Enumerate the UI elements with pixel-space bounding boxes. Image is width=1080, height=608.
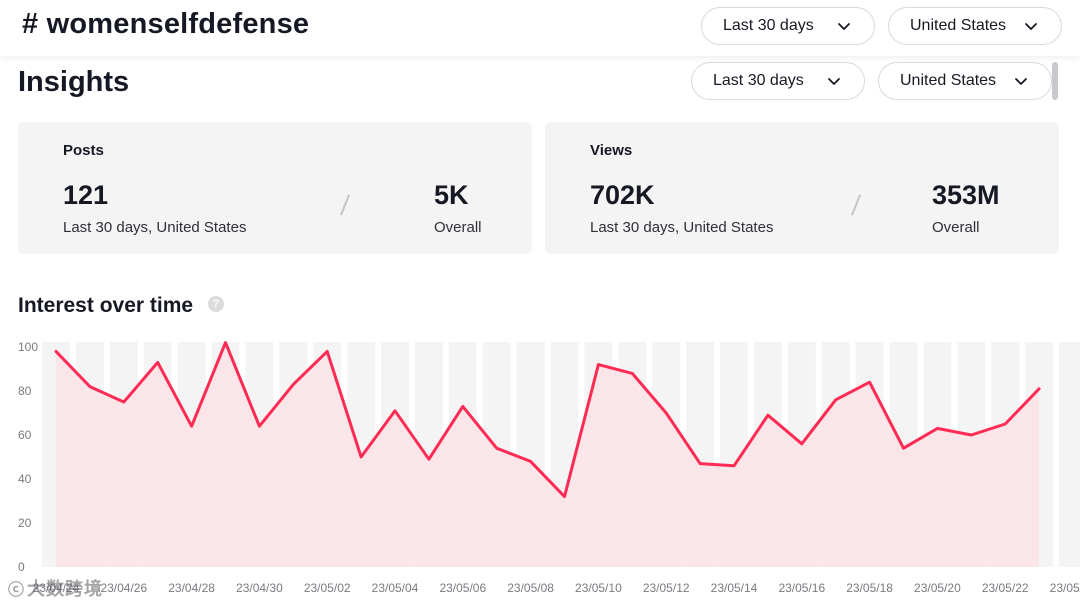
x-tick-label: 23/05/12	[643, 581, 690, 595]
posts-recent-caption: Last 30 days, United States	[63, 219, 247, 236]
x-tick-label: 23/05/16	[778, 581, 825, 595]
views-overall-value: 353M	[932, 180, 1000, 210]
chart-y-axis: 0 20 40 60 80 100	[18, 340, 38, 574]
header-period-label: Last 30 days	[723, 17, 814, 34]
insights-region-dropdown[interactable]: United States	[878, 62, 1052, 100]
x-tick-label: 23/04/26	[100, 581, 147, 595]
header-region-label: United States	[910, 17, 1007, 34]
watermark: ⓒ 大数跨境	[8, 575, 103, 601]
y-tick-label: 100	[18, 340, 38, 354]
watermark-text: 大数跨境	[27, 579, 104, 599]
y-tick-label: 80	[18, 384, 32, 398]
x-tick-label: 23/05/24	[1050, 581, 1080, 595]
question-icon[interactable]: ?	[208, 296, 224, 312]
sticky-header: # womenselfdefense Last 30 days United S…	[0, 0, 1080, 56]
chevron-down-icon	[1015, 78, 1027, 85]
interest-over-time-title: Interest over time	[18, 294, 194, 317]
x-tick-label: 23/05/02	[304, 581, 351, 595]
stat-divider	[850, 194, 862, 216]
header-region-dropdown[interactable]: United States	[888, 7, 1062, 45]
chart-area	[54, 341, 1041, 567]
x-tick-label: 23/05/04	[372, 581, 419, 595]
page-title: Insights	[18, 66, 130, 98]
chevron-down-icon	[828, 78, 840, 85]
insights-period-label: Last 30 days	[713, 72, 804, 89]
x-tick-label: 23/05/06	[439, 581, 486, 595]
posts-stat-card: Posts 121 Last 30 days, United States 5K…	[18, 122, 532, 254]
x-tick-label: 23/05/14	[711, 581, 758, 595]
posts-label: Posts	[63, 142, 104, 159]
x-tick-label: 23/05/20	[914, 581, 961, 595]
scrollbar-thumb[interactable]	[1052, 62, 1058, 100]
y-tick-label: 0	[18, 560, 25, 574]
chevron-down-icon	[838, 23, 850, 30]
interest-area	[56, 342, 1040, 567]
views-stat-card: Views 702K Last 30 days, United States 3…	[545, 122, 1059, 254]
stat-divider	[339, 194, 351, 216]
views-recent-value: 702K	[590, 180, 655, 210]
insights-region-label: United States	[900, 72, 997, 89]
insights-period-dropdown[interactable]: Last 30 days	[691, 62, 865, 100]
header-period-dropdown[interactable]: Last 30 days	[701, 7, 875, 45]
views-label: Views	[590, 142, 633, 159]
chevron-down-icon	[1025, 23, 1037, 30]
views-overall-caption: Overall	[932, 219, 980, 236]
posts-overall-value: 5K	[434, 180, 469, 210]
watermark-logo-icon: ⓒ	[8, 582, 26, 599]
interest-line	[54, 341, 1041, 499]
posts-recent-value: 121	[63, 180, 109, 210]
y-tick-label: 20	[18, 516, 32, 530]
y-tick-label: 60	[18, 428, 32, 442]
x-tick-label: 23/05/10	[575, 581, 622, 595]
chart-band	[1059, 342, 1080, 567]
x-tick-label: 23/05/18	[846, 581, 893, 595]
x-tick-label: 23/04/24	[33, 581, 80, 595]
posts-overall-caption: Overall	[434, 219, 482, 236]
x-tick-label: 23/04/28	[168, 581, 215, 595]
chart-x-axis: 23/04/24 23/04/26 23/04/28 23/04/30 23/05/02…	[33, 581, 1080, 595]
views-recent-caption: Last 30 days, United States	[590, 219, 774, 236]
y-tick-label: 40	[18, 472, 32, 486]
x-tick-label: 23/05/22	[982, 581, 1029, 595]
x-tick-label: 23/05/08	[507, 581, 554, 595]
x-tick-label: 23/04/30	[236, 581, 283, 595]
hashtag-title: # womenselfdefense	[22, 8, 310, 40]
